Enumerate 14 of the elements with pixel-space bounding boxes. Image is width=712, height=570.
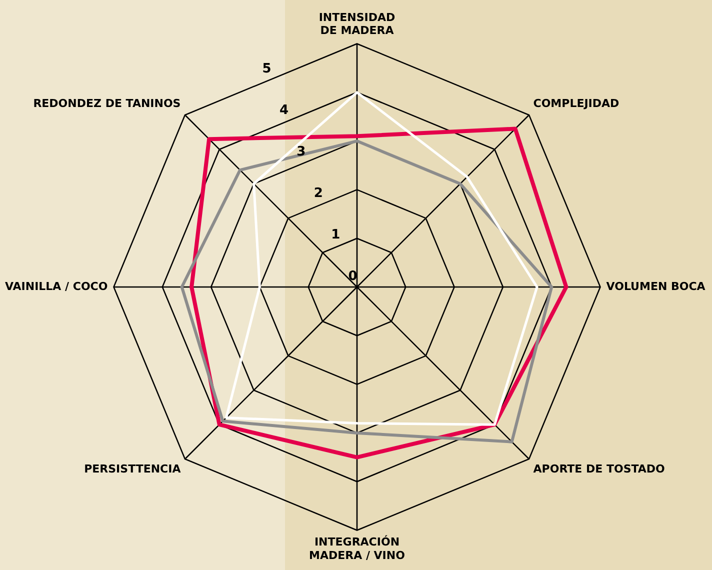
spoke-label: APORTE DE TOSTADO	[533, 462, 665, 476]
spoke-label: PERSISTTENCIA	[84, 462, 182, 476]
y-tick-label: 5	[262, 62, 272, 77]
y-tick-label: 0	[348, 269, 358, 284]
spoke-label: INTENSIDAD DE MADERA	[318, 10, 396, 37]
y-tick-label: 3	[296, 144, 306, 160]
spoke-label: VAINILLA / COCO	[4, 280, 108, 293]
spoke-label: VOLUMEN BOCA	[606, 280, 706, 293]
spoke-label: INTEGRACIÓN MADERA / VINO	[309, 534, 405, 562]
y-tick-label: 4	[279, 103, 289, 118]
spoke-label: REDONDEZ DE TANINOS	[33, 96, 181, 110]
y-tick-label: 1	[331, 228, 340, 243]
y-tick-label: 2	[314, 186, 323, 202]
spoke-label: COMPLEJIDAD	[533, 96, 620, 110]
